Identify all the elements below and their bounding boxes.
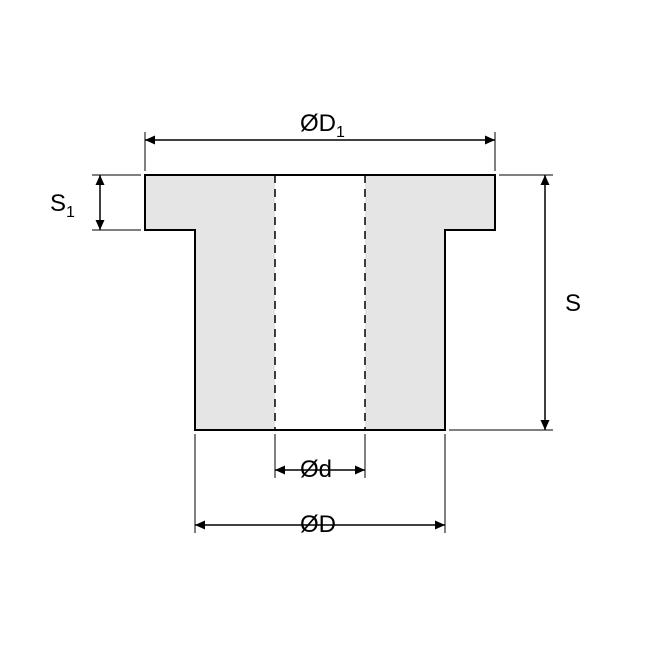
drawing-svg [0,0,671,670]
arrowhead [195,521,205,530]
arrowhead [275,466,285,475]
label-D: ØD [300,511,336,539]
label-D-text: ØD [300,511,336,538]
arrowhead [541,420,550,430]
label-S-text: S [565,290,581,317]
arrowhead [96,220,105,230]
label-d-text: Ød [300,456,332,483]
label-D1-sub: 1 [336,124,345,141]
label-D1: ØD1 [300,110,345,142]
label-d: Ød [300,456,332,484]
arrowhead [96,175,105,185]
arrowhead [145,136,155,145]
label-S: S [565,290,581,318]
label-S1-text: S [50,190,66,217]
diagram-canvas: ØD1 S1 S Ød ØD [0,0,671,670]
arrowhead [541,175,550,185]
bore-area [275,176,365,429]
label-S1: S1 [50,190,75,222]
label-D1-text: ØD [300,110,336,137]
label-S1-sub: 1 [66,204,75,221]
arrowhead [355,466,365,475]
arrowhead [485,136,495,145]
arrowhead [435,521,445,530]
